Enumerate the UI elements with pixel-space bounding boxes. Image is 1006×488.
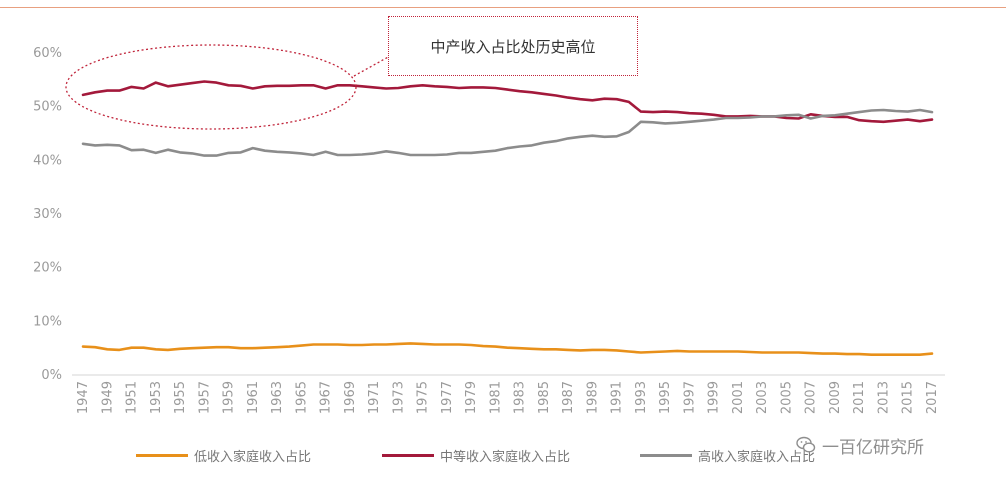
x-tick-label: 2001 (731, 381, 746, 414)
x-axis-ticks: 1947 1949 1951 1953 1955 1957 1959 1961 1963 1965… (76, 381, 940, 414)
x-tick-label: 1949 (100, 381, 115, 414)
x-tick-label: 2011 (852, 381, 867, 414)
legend-label-low: 低收入家庭收入占比 (194, 450, 312, 465)
watermark: 一百亿研究所 (796, 430, 924, 460)
x-tick-label: 2017 (925, 381, 940, 414)
x-tick-label: 1991 (610, 381, 625, 414)
legend-swatch-high (640, 454, 692, 457)
x-tick-label: 1963 (270, 381, 285, 414)
x-tick-label: 1969 (343, 381, 358, 414)
watermark-text: 一百亿研究所 (822, 437, 924, 458)
legend-item-middle: 中等收入家庭收入占比 (382, 446, 570, 465)
y-tick-label: 60% (33, 46, 62, 61)
wechat-icon (796, 436, 816, 453)
callout-connector (353, 55, 391, 77)
x-tick-label: 1953 (149, 381, 164, 414)
y-tick-label: 10% (33, 314, 62, 329)
legend-item-high: 高收入家庭收入占比 (640, 446, 815, 465)
x-tick-label: 1987 (561, 381, 576, 414)
x-tick-label: 1961 (246, 381, 261, 414)
y-tick-label: 50% (33, 100, 62, 115)
x-tick-label: 1981 (488, 381, 503, 414)
x-tick-label: 1997 (682, 381, 697, 414)
x-tick-label: 2005 (779, 381, 794, 414)
top-rule (0, 7, 1006, 8)
x-tick-label: 2007 (804, 381, 819, 414)
x-tick-label: 1999 (707, 381, 722, 414)
x-tick-label: 2015 (901, 381, 916, 414)
series-line-middle (81, 80, 934, 124)
line-chart: 0% 10% 20% 30% 40% 50% 60% 1947 1949 1951 1953 195… (33, 44, 945, 414)
legend-swatch-middle (382, 454, 434, 457)
x-tick-label: 2013 (876, 381, 891, 414)
x-tick-label: 1989 (585, 381, 600, 414)
x-tick-label: 1993 (634, 381, 649, 414)
y-tick-label: 30% (33, 207, 62, 222)
x-tick-label: 1955 (173, 381, 188, 414)
y-axis-ticks: 0% 10% 20% 30% 40% 50% 60% (33, 46, 62, 383)
x-tick-label: 1979 (464, 381, 479, 414)
highlight-ellipse (65, 44, 357, 130)
x-tick-label: 1965 (294, 381, 309, 414)
y-tick-label: 20% (33, 261, 62, 276)
x-tick-label: 1977 (440, 381, 455, 414)
x-tick-label: 1995 (658, 381, 673, 414)
legend-label-high: 高收入家庭收入占比 (698, 450, 816, 465)
x-tick-label: 1957 (197, 381, 212, 414)
x-tick-label: 1959 (222, 381, 237, 414)
callout-text: 中产收入占比处历史高位 (430, 37, 596, 56)
x-tick-label: 2009 (828, 381, 843, 414)
legend-label-middle: 中等收入家庭收入占比 (440, 450, 571, 465)
x-tick-label: 1985 (537, 381, 552, 414)
y-tick-label: 0% (41, 368, 62, 383)
x-tick-label: 1967 (319, 381, 334, 414)
x-tick-label: 1983 (513, 381, 528, 414)
x-tick-label: 1973 (391, 381, 406, 414)
callout-box: 中产收入占比处历史高位 (388, 16, 638, 76)
y-tick-label: 40% (33, 153, 62, 168)
x-tick-label: 1951 (125, 381, 140, 414)
x-tick-label: 1947 (76, 381, 91, 414)
series-lines (81, 80, 934, 357)
series-line-low (81, 342, 934, 357)
x-tick-label: 1971 (367, 381, 382, 414)
series-line-high (81, 108, 934, 157)
x-tick-label: 2003 (755, 381, 770, 414)
legend-item-low: 低收入家庭收入占比 (136, 446, 311, 465)
x-tick-label: 1975 (416, 381, 431, 414)
legend-swatch-low (136, 454, 188, 457)
legend: 低收入家庭收入占比 中等收入家庭收入占比 高收入家庭收入占比 (0, 446, 1006, 470)
